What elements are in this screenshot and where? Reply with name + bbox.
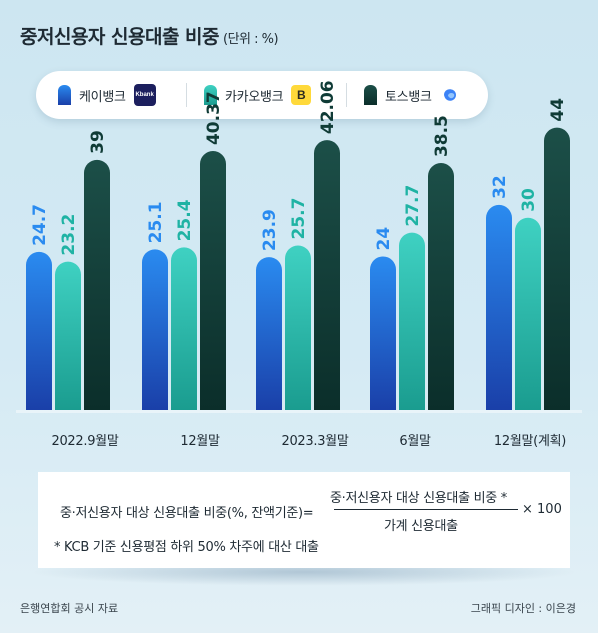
bar-kakaobank [55, 261, 81, 411]
chart-baseline [16, 410, 582, 413]
value-label-kakaobank: 25.7 [289, 198, 309, 240]
value-label-kbank: 23.9 [260, 209, 280, 251]
category-label: 2023.3월말 [281, 434, 349, 449]
legend-label-tossbank: 토스뱅크 [385, 89, 432, 105]
category-label: 12월말(계획) [493, 434, 567, 449]
value-label-kbank: 24 [374, 227, 394, 251]
value-label-tossbank: 44 [548, 98, 568, 122]
bar-kbank [256, 257, 282, 411]
source-note: 은행연합회 공시 자료 [20, 602, 119, 615]
legend-item-kbank: 케이뱅크 Kbank [58, 71, 156, 119]
formula-numerator: 중·저신용자 대상 신용대출 비중 * [330, 491, 507, 506]
formula-box: 중·저신용자 대상 신용대출 비중(%, 잔액기준)= 중·저신용자 대상 신용… [38, 472, 570, 568]
formula-note: * KCB 기준 신용평점 하위 50% 차주에 대산 대출 [54, 540, 319, 555]
legend-divider [186, 83, 187, 107]
value-label-kbank: 24.7 [30, 204, 50, 246]
bar-kbank [486, 204, 512, 411]
category-label: 6월말 [399, 434, 431, 449]
bar-tossbank [314, 140, 340, 411]
value-label-tossbank: 39 [88, 130, 108, 154]
bar-kakaobank [515, 217, 541, 411]
legend-label-kakaobank: 카카오뱅크 [225, 89, 284, 105]
chart-title: 중저신용자 신용대출 비중 (단위 : %) [20, 22, 279, 49]
tossbank-swatch [364, 85, 377, 105]
bar-chart: 24.7 25.1 23.9 24 32 23.2 25.4 25.7 27.7 30 39 40.3… [26, 80, 570, 411]
bar-kakaobank [285, 245, 311, 411]
fraction-line [334, 509, 518, 510]
formula-left: 중·저신용자 대상 신용대출 비중(%, 잔액기준)= [60, 506, 314, 521]
value-label-kakaobank: 23.2 [59, 214, 79, 256]
bar-kbank [26, 251, 52, 411]
title-text: 중저신용자 신용대출 비중 [20, 26, 220, 48]
legend-label-kbank: 케이뱅크 [79, 89, 126, 105]
bar-kakaobank [399, 232, 425, 411]
value-label-kbank: 32 [490, 175, 510, 199]
unit-label: (단위 : %) [223, 32, 279, 47]
formula-multiplier: × 100 [522, 502, 562, 517]
design-credit: 그래픽 디자인 : 이은경 [470, 602, 576, 615]
formula-denominator: 가계 신용대출 [384, 519, 458, 534]
bar-kbank [142, 249, 168, 411]
value-label-tossbank: 38.5 [432, 115, 452, 157]
bar-tossbank [544, 127, 570, 411]
value-label-tossbank: 40.37 [204, 91, 224, 145]
category-label: 12월말 [180, 434, 220, 449]
bar-kbank [370, 256, 396, 411]
value-label-kakaobank: 30 [519, 188, 539, 212]
kakaobank-swatch [204, 85, 217, 105]
value-label-tossbank: 42.06 [318, 80, 338, 134]
tossbank-logo-icon [440, 85, 460, 105]
bar-tossbank [428, 163, 454, 411]
bar-tossbank [200, 151, 226, 411]
bar-tossbank [84, 159, 110, 411]
value-label-kbank: 25.1 [146, 201, 166, 243]
legend-item-tossbank: 토스뱅크 [364, 71, 460, 119]
value-label-kakaobank: 27.7 [403, 185, 423, 227]
kakaobank-logo-icon: B [291, 85, 312, 105]
kbank-logo-icon: Kbank [133, 84, 156, 106]
bar-kakaobank [171, 247, 197, 411]
legend-item-kakaobank: 카카오뱅크 B [204, 71, 312, 119]
legend-divider [346, 83, 347, 107]
legend: 케이뱅크 Kbank 카카오뱅크 B 토스뱅크 [36, 71, 488, 119]
value-label-kakaobank: 25.4 [175, 199, 195, 241]
category-label: 2022.9월말 [51, 434, 119, 449]
kbank-swatch [58, 85, 71, 105]
